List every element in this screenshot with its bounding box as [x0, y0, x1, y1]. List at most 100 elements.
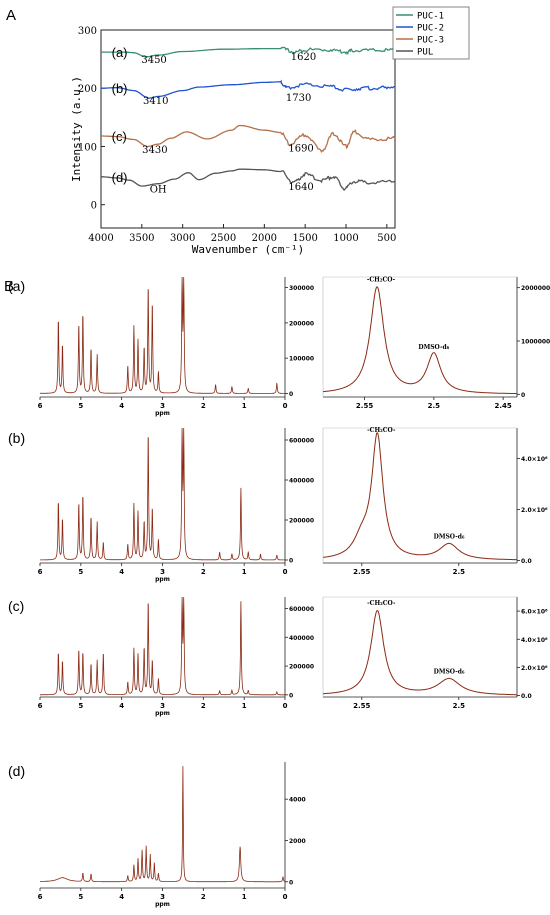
nmr-y-tick-label: 1000000	[521, 339, 550, 346]
nmr-x-tick-label: 5	[78, 568, 83, 576]
ftir-peak-annotation: 3450	[141, 55, 166, 66]
ftir-x-tick-label: 1000	[333, 233, 358, 244]
ftir-x-tick-label: 4000	[88, 233, 113, 244]
ftir-peak-annotation: 1730	[286, 93, 311, 104]
nmr-x-tick-label: 0	[283, 568, 288, 576]
nmr-y-tick-label: 2000000	[521, 285, 550, 292]
nmr-c-full-chart: 6 5 4 3 2 1 0 ppm 0 200000 400000 600000 (c)	[8, 596, 314, 717]
nmr-a-full-chart: 6 5 4 3 2 1 0 ppm 0 100000 200000 300000 (a)	[8, 276, 314, 417]
nmr-x-tick-label: 4	[119, 702, 124, 710]
nmr-spectrum-line	[323, 609, 517, 696]
nmr-x-tick-label: 6	[38, 402, 43, 410]
nmr-x-tick-label: 2.5	[453, 568, 466, 576]
nmr-spectrum-line	[40, 766, 286, 883]
ftir-peak-annotation: 1640	[288, 182, 313, 193]
ftir-x-tick-label: 1500	[292, 233, 317, 244]
ftir-series-label: (b)	[112, 81, 128, 96]
nmr-b-zoom-chart: 2.55 2.5 0.0 2.0×10⁶ 4.0×10⁶ -CH₂CO- DMSO-d₆	[322, 427, 548, 576]
nmr-y-tick-label: 4000	[289, 797, 306, 804]
panel-label-b: B	[4, 278, 14, 295]
nmr-peak-label: DMSO-d₆	[434, 668, 465, 675]
nmr-x-tick-label: 2.55	[353, 568, 370, 576]
nmr-y-tick-label: 0	[289, 879, 293, 886]
ftir-series-puc-3	[101, 124, 396, 154]
nmr-y-tick-label: 200000	[289, 320, 314, 327]
nmr-peak-label: DMSO-d₆	[434, 534, 465, 541]
nmr-x-tick-label: 6	[38, 702, 43, 710]
nmr-x-tick-label: 1	[242, 702, 247, 710]
nmr-x-tick-label: 2.45	[495, 402, 512, 410]
ftir-series-puc-2	[101, 79, 396, 99]
panel-label-a: A	[6, 7, 16, 24]
nmr-spectrum-line	[40, 596, 285, 696]
nmr-y-tick-label: 0	[521, 392, 525, 399]
nmr-y-tick-label: 400000	[289, 635, 314, 642]
nmr-x-tick-label: 2	[201, 702, 206, 710]
nmr-spectrum-line	[39, 276, 285, 394]
nmr-y-tick-label: 600000	[289, 438, 314, 445]
nmr-y-tick-label: 0	[289, 391, 293, 398]
nmr-x-tick-label: 2	[201, 568, 206, 576]
nmr-x-tick-label: 2.5	[428, 402, 441, 410]
ftir-x-tick-label: 2500	[211, 233, 236, 244]
nmr-y-tick-label: 0	[289, 558, 293, 565]
nmr-panel-label: (b)	[8, 430, 25, 446]
nmr-x-tick-label: 6	[38, 568, 43, 576]
nmr-x-axis-label: ppm	[155, 901, 170, 908]
nmr-x-tick-label: 2.55	[356, 402, 373, 410]
nmr-x-axis-label: ppm	[155, 710, 170, 717]
nmr-x-tick-label: 3	[160, 568, 165, 576]
ftir-x-tick-label: 2000	[252, 233, 277, 244]
nmr-y-tick-label: 2000	[289, 838, 306, 845]
ftir-y-axis-label: Intensity (a.u.)	[70, 76, 83, 182]
nmr-x-axis-label: ppm	[155, 410, 170, 417]
nmr-x-tick-label: 4	[119, 893, 124, 901]
nmr-y-tick-label: 6.0×10⁶	[521, 609, 548, 616]
ftir-peak-annotation: 1620	[291, 52, 316, 63]
nmr-y-tick-label: 0.0	[521, 693, 532, 700]
nmr-spectrum-line	[322, 432, 517, 561]
nmr-x-tick-label: 2.55	[353, 702, 370, 710]
nmr-x-tick-label: 1	[242, 893, 247, 901]
ftir-y-tick-label: 0	[91, 201, 97, 212]
nmr-y-tick-label: 200000	[289, 664, 314, 671]
nmr-y-tick-label: 200000	[289, 518, 314, 525]
ftir-series-label: (c)	[112, 129, 127, 144]
ftir-x-tick-label: 3500	[129, 233, 154, 244]
ftir-peak-annotation: 3410	[143, 96, 168, 107]
nmr-x-tick-label: 0	[283, 893, 288, 901]
nmr-x-tick-label: 5	[78, 702, 83, 710]
nmr-y-tick-label: 400000	[289, 478, 314, 485]
nmr-d-full-chart: 6 5 4 3 2 1 0 ppm 0 2000 4000 (d)	[8, 762, 306, 908]
nmr-panel-label: (a)	[8, 278, 25, 294]
nmr-c-zoom-chart: 2.55 2.5 0.0 2.0×10⁶ 4.0×10⁶ 6.0×10⁶ -CH₂CO- DM…	[322, 596, 548, 710]
ftir-y-tick-label: 200	[78, 84, 97, 95]
ftir-x-tick-label: 500	[377, 233, 396, 244]
ftir-series-label: (d)	[112, 170, 128, 185]
legend-entry: PUC-1	[417, 12, 444, 22]
ftir-y-tick-label: 100	[78, 142, 97, 153]
ftir-x-axis-label: Wavenumber (cm⁻¹)	[192, 243, 305, 256]
ftir-x-tick-label: 3000	[170, 233, 195, 244]
nmr-x-tick-label: 3	[160, 702, 165, 710]
ftir-peak-annotation: 1690	[288, 144, 313, 155]
ftir-series-pul	[101, 168, 396, 191]
nmr-x-tick-label: 6	[38, 893, 43, 901]
legend-entry: PUC-2	[417, 24, 444, 34]
ftir-y-tick-label: 300	[78, 26, 97, 37]
nmr-spectrum-line	[40, 427, 285, 561]
nmr-peak-label: -CH₂CO-	[367, 427, 396, 434]
nmr-y-tick-label: 100000	[289, 356, 314, 363]
nmr-y-tick-label: 0.0	[521, 558, 532, 565]
nmr-x-tick-label: 0	[283, 402, 288, 410]
nmr-x-tick-label: 3	[160, 402, 165, 410]
nmr-y-tick-label: 300000	[289, 285, 314, 292]
nmr-x-tick-label: 5	[78, 893, 83, 901]
nmr-y-tick-label: 2.0×10⁶	[521, 507, 548, 514]
nmr-x-tick-label: 0	[283, 702, 288, 710]
nmr-x-tick-label: 4	[119, 568, 124, 576]
nmr-x-tick-label: 2	[201, 402, 206, 410]
nmr-y-tick-label: 4.0×10⁶	[521, 456, 548, 463]
